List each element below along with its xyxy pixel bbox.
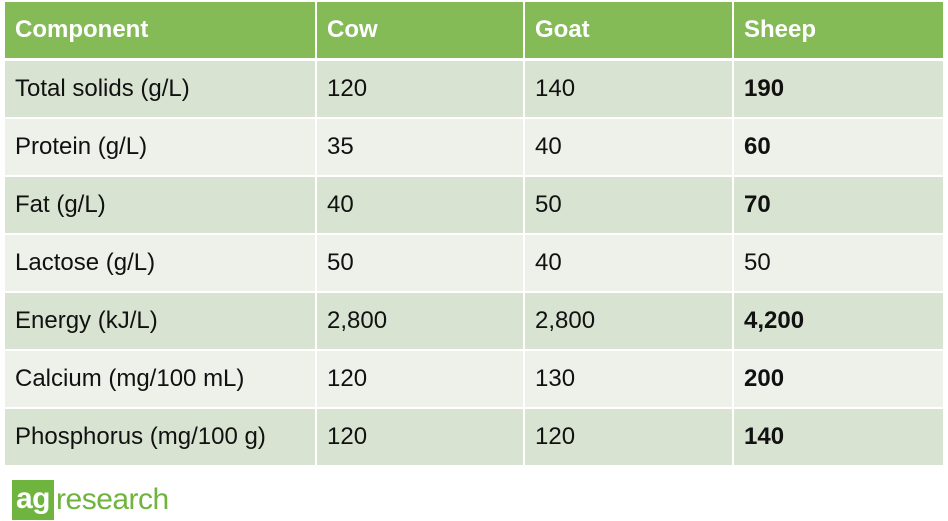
cell-component: Phosphorus (mg/100 g) bbox=[5, 407, 317, 467]
cell-goat: 2,800 bbox=[524, 291, 734, 351]
cell-sheep: 140 bbox=[733, 407, 943, 467]
cell-goat: 140 bbox=[524, 59, 734, 119]
cell-sheep: 70 bbox=[733, 175, 943, 235]
cell-cow: 50 bbox=[316, 233, 525, 293]
logo-research-text: research bbox=[56, 483, 169, 516]
table-row: Phosphorus (mg/100 g) 120 120 140 bbox=[5, 407, 943, 467]
cell-sheep: 4,200 bbox=[733, 291, 943, 351]
logo-ag-box: ag bbox=[12, 480, 55, 520]
cell-goat: 50 bbox=[524, 175, 734, 235]
table-header-row: Component Cow Goat Sheep bbox=[5, 2, 943, 61]
header-goat: Goat bbox=[524, 2, 734, 61]
header-cow: Cow bbox=[316, 2, 525, 61]
cell-component: Total solids (g/L) bbox=[5, 59, 317, 119]
table-row: Fat (g/L) 40 50 70 bbox=[5, 175, 943, 235]
table-row: Calcium (mg/100 mL) 120 130 200 bbox=[5, 349, 943, 409]
cell-cow: 40 bbox=[316, 175, 525, 235]
cell-component: Energy (kJ/L) bbox=[5, 291, 317, 351]
cell-component: Lactose (g/L) bbox=[5, 233, 317, 293]
cell-cow: 120 bbox=[316, 407, 525, 467]
cell-sheep: 190 bbox=[733, 59, 943, 119]
table-row: Total solids (g/L) 120 140 190 bbox=[5, 59, 943, 119]
cell-cow: 2,800 bbox=[316, 291, 525, 351]
cell-sheep: 60 bbox=[733, 117, 943, 177]
header-component: Component bbox=[5, 2, 317, 61]
milk-composition-table-container: Component Cow Goat Sheep Total solids (g… bbox=[5, 2, 943, 467]
cell-component: Protein (g/L) bbox=[5, 117, 317, 177]
cell-goat: 40 bbox=[524, 117, 734, 177]
milk-composition-table: Component Cow Goat Sheep Total solids (g… bbox=[5, 2, 943, 467]
cell-component: Calcium (mg/100 mL) bbox=[5, 349, 317, 409]
cell-goat: 120 bbox=[524, 407, 734, 467]
cell-goat: 40 bbox=[524, 233, 734, 293]
table-row: Energy (kJ/L) 2,800 2,800 4,200 bbox=[5, 291, 943, 351]
cell-component: Fat (g/L) bbox=[5, 175, 317, 235]
cell-goat: 130 bbox=[524, 349, 734, 409]
cell-sheep: 200 bbox=[733, 349, 943, 409]
cell-cow: 35 bbox=[316, 117, 525, 177]
cell-sheep: 50 bbox=[733, 233, 943, 293]
cell-cow: 120 bbox=[316, 349, 525, 409]
table-row: Lactose (g/L) 50 40 50 bbox=[5, 233, 943, 293]
agresearch-logo: ag research bbox=[12, 480, 169, 520]
cell-cow: 120 bbox=[316, 59, 525, 119]
table-row: Protein (g/L) 35 40 60 bbox=[5, 117, 943, 177]
header-sheep: Sheep bbox=[733, 2, 943, 61]
